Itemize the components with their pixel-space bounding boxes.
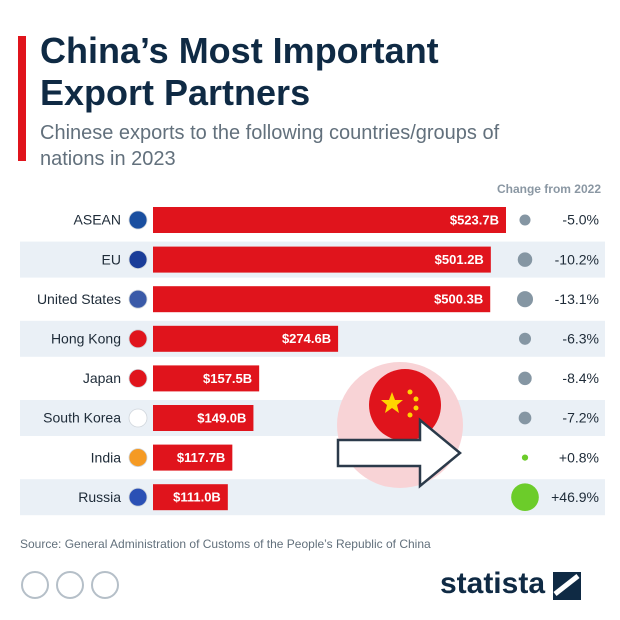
flag <box>128 368 148 388</box>
category-label: Hong Kong <box>51 331 121 347</box>
change-dot <box>518 371 532 386</box>
row-band <box>20 400 605 436</box>
title: China’s Most Important Export Partners <box>40 30 439 113</box>
rows: ASEAN $523.7B -5.0% EU $501.2B -10.2% United S… <box>20 207 605 516</box>
flag <box>128 250 148 270</box>
change-dot <box>511 483 539 512</box>
change-label: -5.0% <box>562 212 599 228</box>
change-dot <box>521 454 529 461</box>
bar <box>153 286 491 313</box>
flag <box>128 210 148 230</box>
bar <box>153 325 339 352</box>
bar <box>153 246 491 273</box>
change-label: -13.1% <box>555 291 599 307</box>
flag <box>128 448 148 468</box>
change-dot <box>516 291 534 308</box>
category-label: ASEAN <box>74 212 121 228</box>
category-label: Japan <box>83 370 121 386</box>
value-label: $111.0B <box>173 490 221 505</box>
change-label: +46.9% <box>551 489 599 505</box>
row-band <box>20 479 605 516</box>
value-label: $149.0B <box>197 410 246 425</box>
change-label: -7.2% <box>562 410 599 426</box>
value-label: $117.7B <box>177 450 225 465</box>
change-dot <box>517 252 533 267</box>
change-label: -8.4% <box>562 370 599 386</box>
flag <box>128 408 148 428</box>
bar <box>153 365 260 392</box>
category-label: United States <box>37 291 121 307</box>
category-label: Russia <box>78 489 121 505</box>
category-label: India <box>91 449 122 465</box>
value-label: $157.5B <box>203 371 252 386</box>
source: Source: General Administration of Custom… <box>20 537 431 551</box>
license-icons <box>21 571 119 599</box>
flag <box>128 289 148 309</box>
flag <box>128 487 148 507</box>
subtitle: Chinese exports to the following countri… <box>40 122 500 170</box>
value-label: $501.2B <box>435 252 484 267</box>
value-label: $500.3B <box>434 292 483 307</box>
change-label: -10.2% <box>555 251 599 267</box>
bar <box>153 207 506 233</box>
brand: statista <box>440 567 545 600</box>
change-header: Change from 2022 <box>497 182 601 196</box>
flag <box>128 329 148 349</box>
change-dot <box>518 411 532 425</box>
change-dot <box>518 332 532 345</box>
bar <box>153 405 254 431</box>
value-label: $274.6B <box>282 331 331 346</box>
change-label: -6.3% <box>562 331 599 347</box>
bar <box>153 484 228 511</box>
category-label: EU <box>102 251 121 267</box>
brand-logo <box>553 572 581 600</box>
change-label: +0.8% <box>559 449 599 465</box>
bar <box>153 444 233 471</box>
value-label: $523.7B <box>450 212 499 227</box>
accent-bar <box>18 36 26 161</box>
category-label: South Korea <box>43 410 121 426</box>
change-dot <box>519 214 531 226</box>
illustration <box>336 362 463 489</box>
